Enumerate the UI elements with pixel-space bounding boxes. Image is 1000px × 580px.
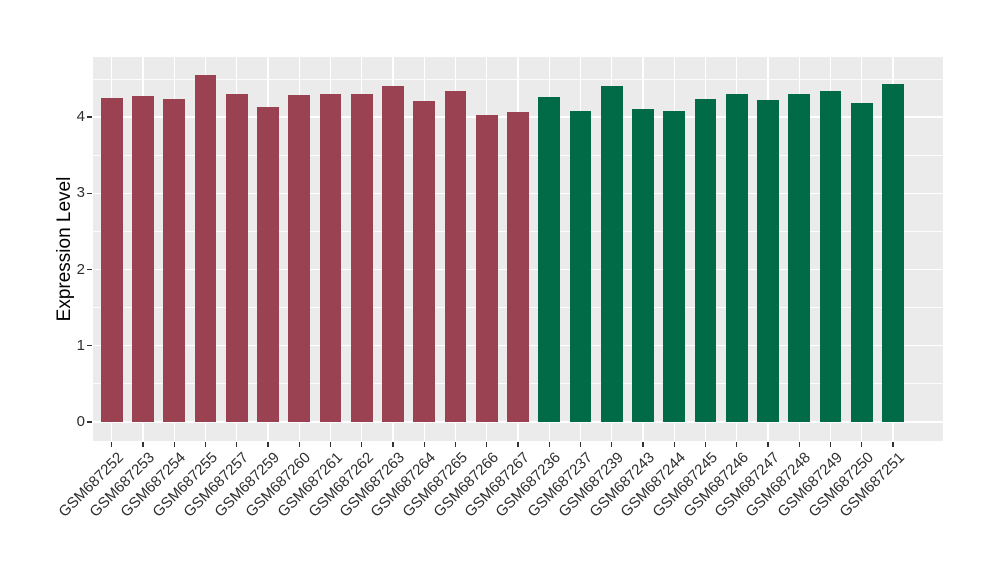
bar-GSM687250 bbox=[850, 103, 873, 422]
x-axis-tick bbox=[111, 441, 113, 447]
bar-GSM687237 bbox=[569, 111, 592, 422]
bar-GSM687260 bbox=[288, 95, 311, 422]
bar-GSM687259 bbox=[257, 106, 279, 422]
x-axis-tick bbox=[267, 441, 269, 447]
bar-GSM687245 bbox=[694, 98, 717, 422]
x-axis-tick bbox=[361, 441, 363, 447]
bar-GSM687264 bbox=[413, 101, 436, 422]
bar-GSM687265 bbox=[444, 90, 467, 422]
bar-GSM687246 bbox=[725, 94, 748, 422]
bar-GSM687257 bbox=[225, 93, 248, 422]
bar-GSM687262 bbox=[350, 94, 373, 422]
bar-GSM687239 bbox=[600, 85, 623, 422]
x-axis-tick bbox=[204, 441, 207, 447]
y-axis-tick bbox=[87, 116, 92, 118]
x-axis-tick bbox=[236, 441, 238, 447]
y-axis-tick bbox=[87, 421, 92, 423]
x-axis-tick bbox=[611, 441, 613, 447]
bar-GSM687247 bbox=[757, 99, 779, 422]
y-tick-label: 4 bbox=[76, 108, 85, 126]
bar-GSM687236 bbox=[538, 97, 561, 422]
bar-GSM687249 bbox=[819, 91, 842, 422]
x-axis-tick bbox=[736, 441, 738, 447]
x-axis-tick bbox=[892, 441, 894, 447]
bar-GSM687253 bbox=[132, 95, 154, 422]
x-axis-tick bbox=[392, 441, 394, 447]
bar-GSM687248 bbox=[788, 93, 811, 422]
x-axis-tick bbox=[454, 441, 457, 447]
x-axis-tick bbox=[829, 441, 832, 447]
bar-GSM687266 bbox=[475, 114, 498, 422]
bar-GSM687255 bbox=[194, 74, 217, 422]
y-tick-label: 2 bbox=[76, 260, 85, 278]
x-axis-tick bbox=[142, 441, 144, 447]
x-axis-tick bbox=[673, 441, 675, 447]
y-tick-label: 1 bbox=[76, 336, 85, 354]
x-axis-tick bbox=[579, 441, 582, 447]
bar-GSM687252 bbox=[100, 98, 123, 422]
x-axis-tick bbox=[798, 441, 800, 447]
bar-GSM687267 bbox=[507, 111, 529, 422]
x-axis-tick bbox=[173, 441, 175, 447]
x-axis-tick bbox=[329, 441, 332, 447]
y-axis-tick bbox=[87, 345, 92, 347]
x-axis-tick bbox=[517, 441, 519, 447]
x-axis-tick bbox=[642, 441, 644, 447]
bar-GSM687254 bbox=[163, 98, 186, 422]
bar-GSM687261 bbox=[319, 93, 342, 422]
x-axis-tick bbox=[704, 441, 707, 447]
y-tick-label: 0 bbox=[76, 412, 85, 430]
y-tick-label: 3 bbox=[76, 184, 85, 202]
x-axis-tick bbox=[486, 441, 488, 447]
x-axis-tick bbox=[861, 441, 863, 447]
y-axis-tick bbox=[87, 192, 92, 195]
x-axis-tick bbox=[767, 441, 769, 447]
x-axis-tick bbox=[298, 441, 300, 447]
bar-GSM687244 bbox=[663, 111, 686, 422]
bar-GSM687263 bbox=[382, 85, 404, 422]
x-axis-tick bbox=[423, 441, 425, 447]
plot-panel bbox=[93, 57, 943, 441]
bar-GSM687243 bbox=[632, 108, 654, 422]
x-axis-tick bbox=[548, 441, 550, 447]
y-axis-tick bbox=[87, 268, 92, 271]
bar-GSM687251 bbox=[882, 83, 904, 422]
